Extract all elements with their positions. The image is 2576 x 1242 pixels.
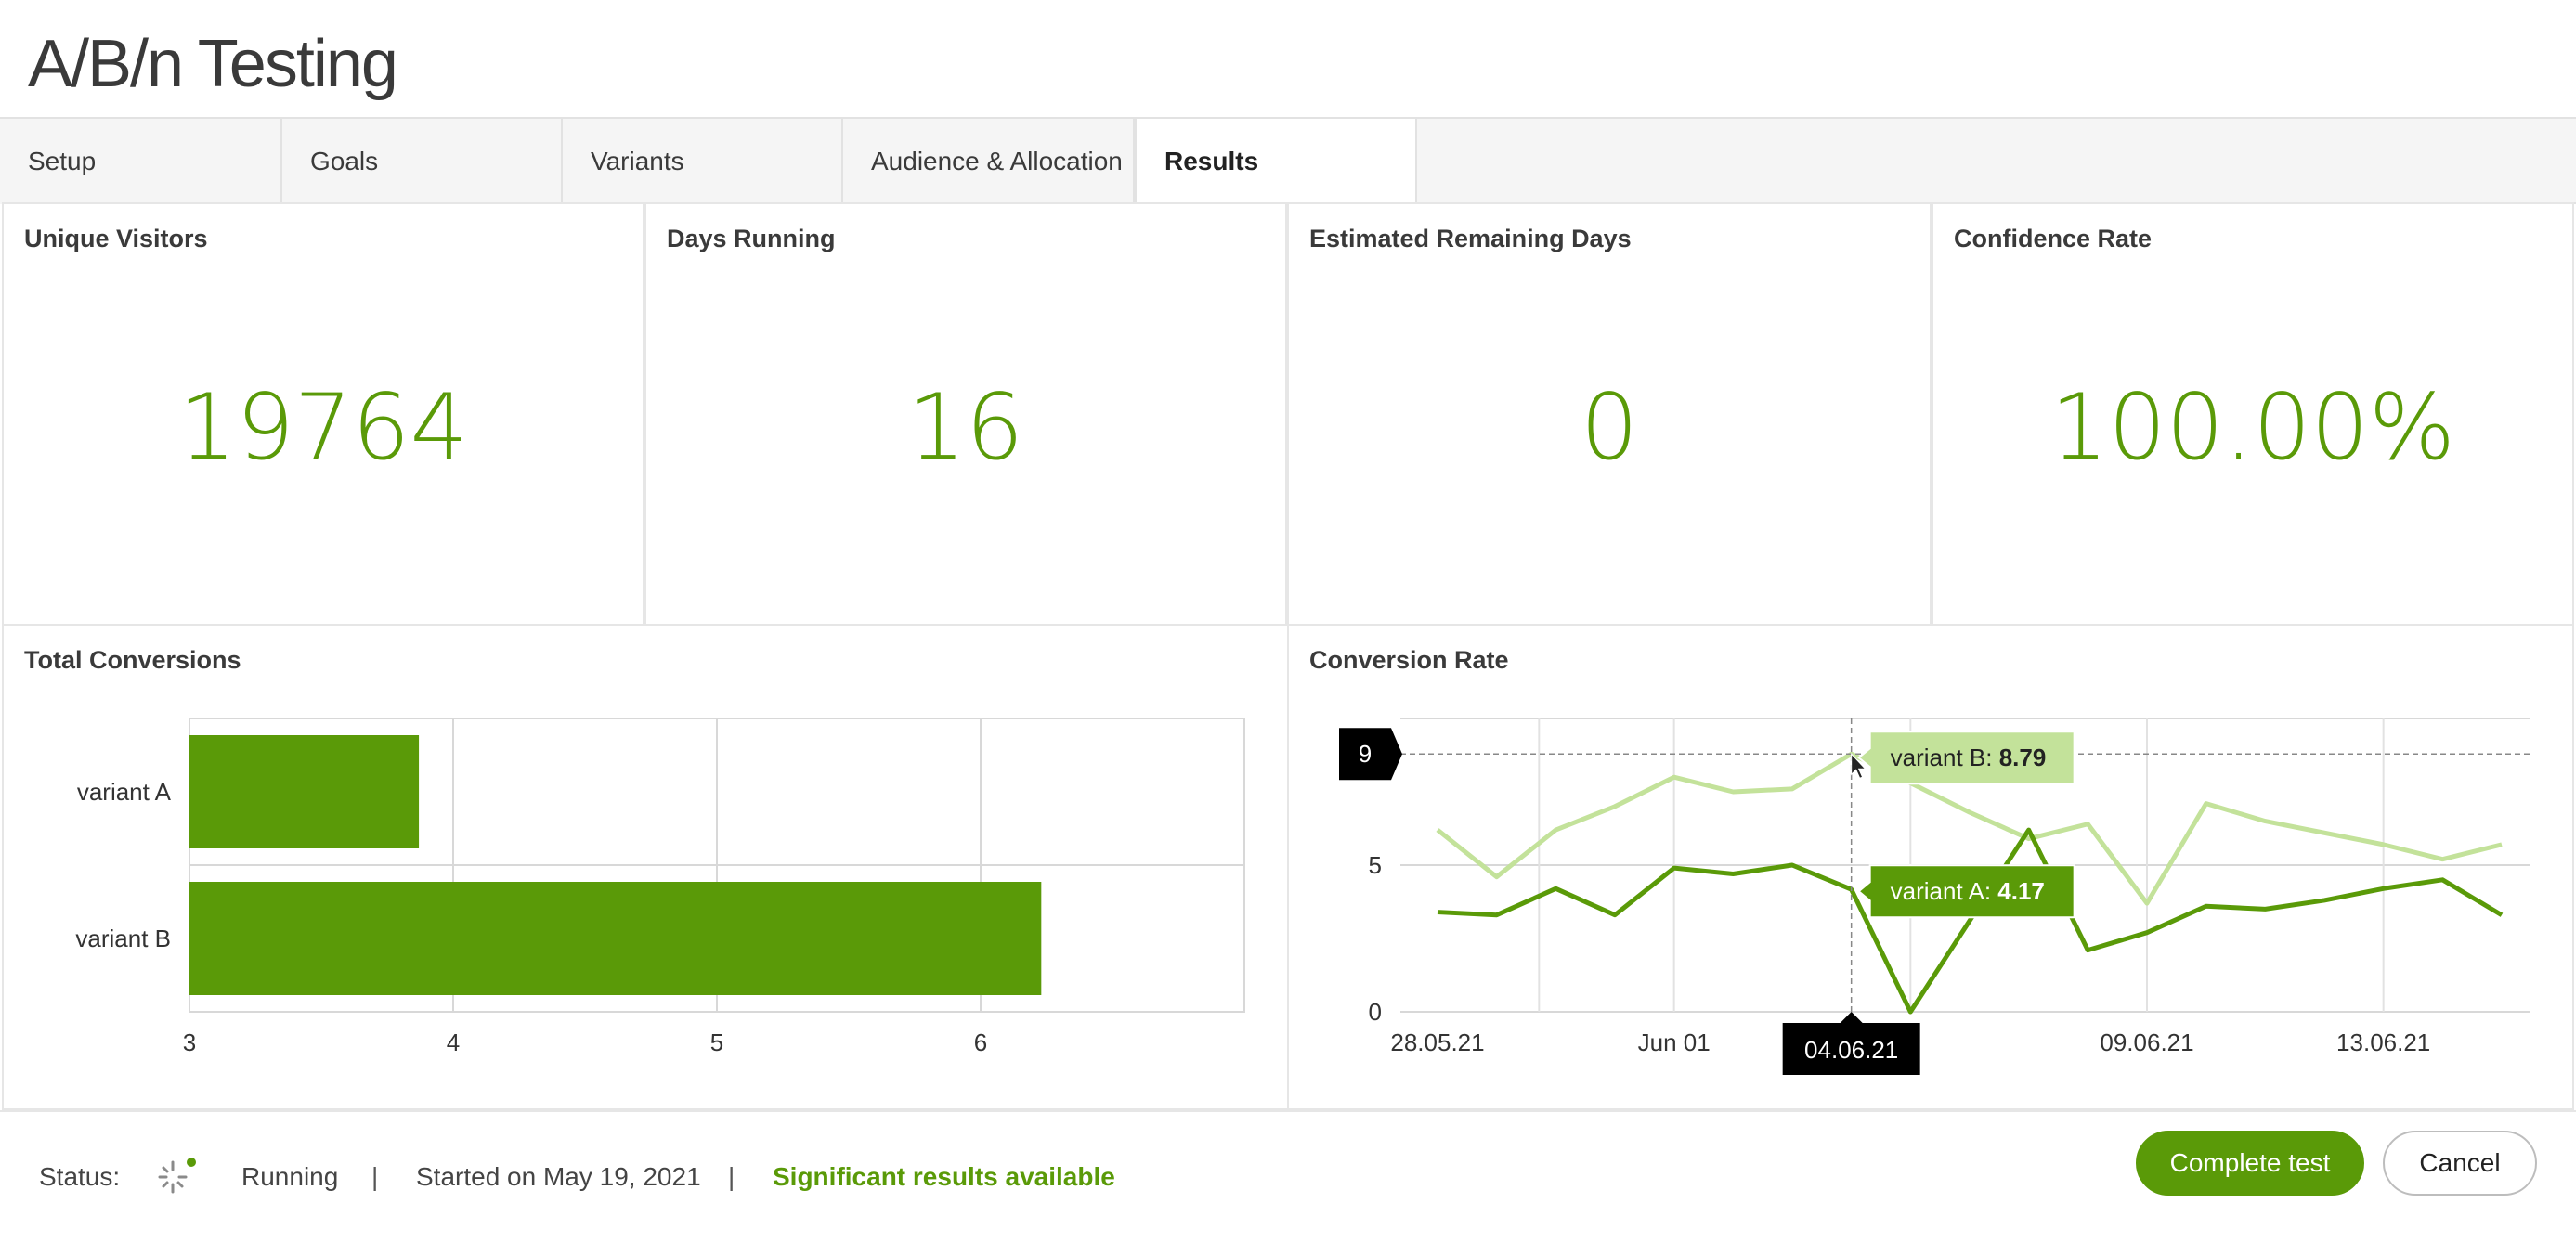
tab-variants[interactable]: Variants (563, 119, 843, 204)
chart-title: Total Conversions (24, 646, 241, 674)
tooltip-variant-a-text: variant A: 4.17 (1891, 877, 2045, 905)
tooltip-variant-b-text: variant B: 8.79 (1891, 744, 2047, 771)
significant-results-link[interactable]: Significant results available (773, 1162, 1115, 1191)
x-tick-label: 3 (183, 1029, 196, 1056)
total-conversions-card: Total Conversions 3 4 5 6 variant A variant B (2, 624, 1289, 1110)
category-label: variant A (77, 778, 172, 806)
kpi-title: Confidence Rate (1954, 225, 2153, 252)
series-line-variant-B (1436, 751, 2503, 906)
kpi-card-days-running: Days Running 16 (644, 202, 1287, 626)
kpi-title: Estimated Remaining Days (1309, 225, 1632, 252)
crosshair-y-label: 9 (1359, 740, 1372, 768)
y-tick-label: 0 (1369, 998, 1382, 1026)
bar-variant-B (189, 882, 1042, 995)
complete-test-button[interactable]: Complete test (2136, 1131, 2364, 1196)
kpi-value: 0 (1580, 375, 1639, 481)
x-tick-label: 6 (974, 1029, 987, 1056)
tooltip-variant-a-box (1857, 864, 2075, 919)
tooltip-variant-b-box (1857, 731, 2075, 785)
conversion-rate-card: Conversion Rate 0 5 28.05.21 Jun 01 09.06.21… (1287, 624, 2574, 1110)
status-value: Running (241, 1162, 339, 1191)
series-line-variant-A (1437, 827, 2504, 1015)
cancel-button[interactable]: Cancel (2383, 1131, 2537, 1196)
x-tick-label: Jun 01 (1638, 1029, 1711, 1056)
tab-results[interactable]: Results (1135, 119, 1417, 206)
x-tick-label: 09.06.21 (2100, 1029, 2193, 1056)
crosshair-x-label: 04.06.21 (1804, 1036, 1898, 1064)
y-tick-label: 5 (1369, 851, 1382, 879)
tab-audience-allocation[interactable]: Audience & Allocation (843, 119, 1135, 204)
kpi-title: Unique Visitors (24, 225, 208, 252)
chart-title: Conversion Rate (1309, 646, 1509, 674)
tab-setup[interactable]: Setup (0, 119, 282, 204)
page-title: A/B/n Testing (28, 27, 398, 101)
conversion-rate-chart[interactable]: 0 5 28.05.21 Jun 01 09.06.21 13.06.21 9 04.06.2… (1289, 626, 2572, 1108)
tab-goals[interactable]: Goals (282, 119, 563, 204)
footer-separator: | (728, 1162, 735, 1191)
x-tick-label: 13.06.21 (2336, 1029, 2430, 1056)
footer-separator: | (371, 1162, 379, 1191)
mouse-cursor-icon (1851, 752, 1867, 779)
started-date: Started on May 19, 2021 (416, 1162, 701, 1191)
crosshair-x-label-box (1782, 1012, 1920, 1075)
kpi-value: 19764 (178, 375, 468, 481)
crosshair-y-label-box (1339, 728, 1402, 781)
tab-bar: Setup Goals Variants Audience & Allocati… (0, 117, 2576, 206)
x-tick-label: 4 (447, 1029, 460, 1056)
status-label: Status: (39, 1162, 121, 1191)
kpi-title: Days Running (667, 225, 836, 252)
x-tick-label: 5 (710, 1029, 723, 1056)
kpi-card-unique-visitors: Unique Visitors 19764 (2, 202, 644, 626)
bar-variant-A (189, 735, 420, 848)
total-conversions-chart: 3 4 5 6 variant A variant B (75, 718, 1245, 1056)
x-tick-label: 28.05.21 (1390, 1029, 1484, 1056)
kpi-value: 100.00% (2049, 375, 2456, 481)
kpi-card-confidence-rate: Confidence Rate 100.00% (1932, 202, 2574, 626)
spinner-icon (158, 1158, 196, 1194)
category-label: variant B (75, 925, 171, 952)
kpi-value: 16 (907, 375, 1024, 481)
kpi-card-remaining-days: Estimated Remaining Days 0 (1287, 202, 1932, 626)
